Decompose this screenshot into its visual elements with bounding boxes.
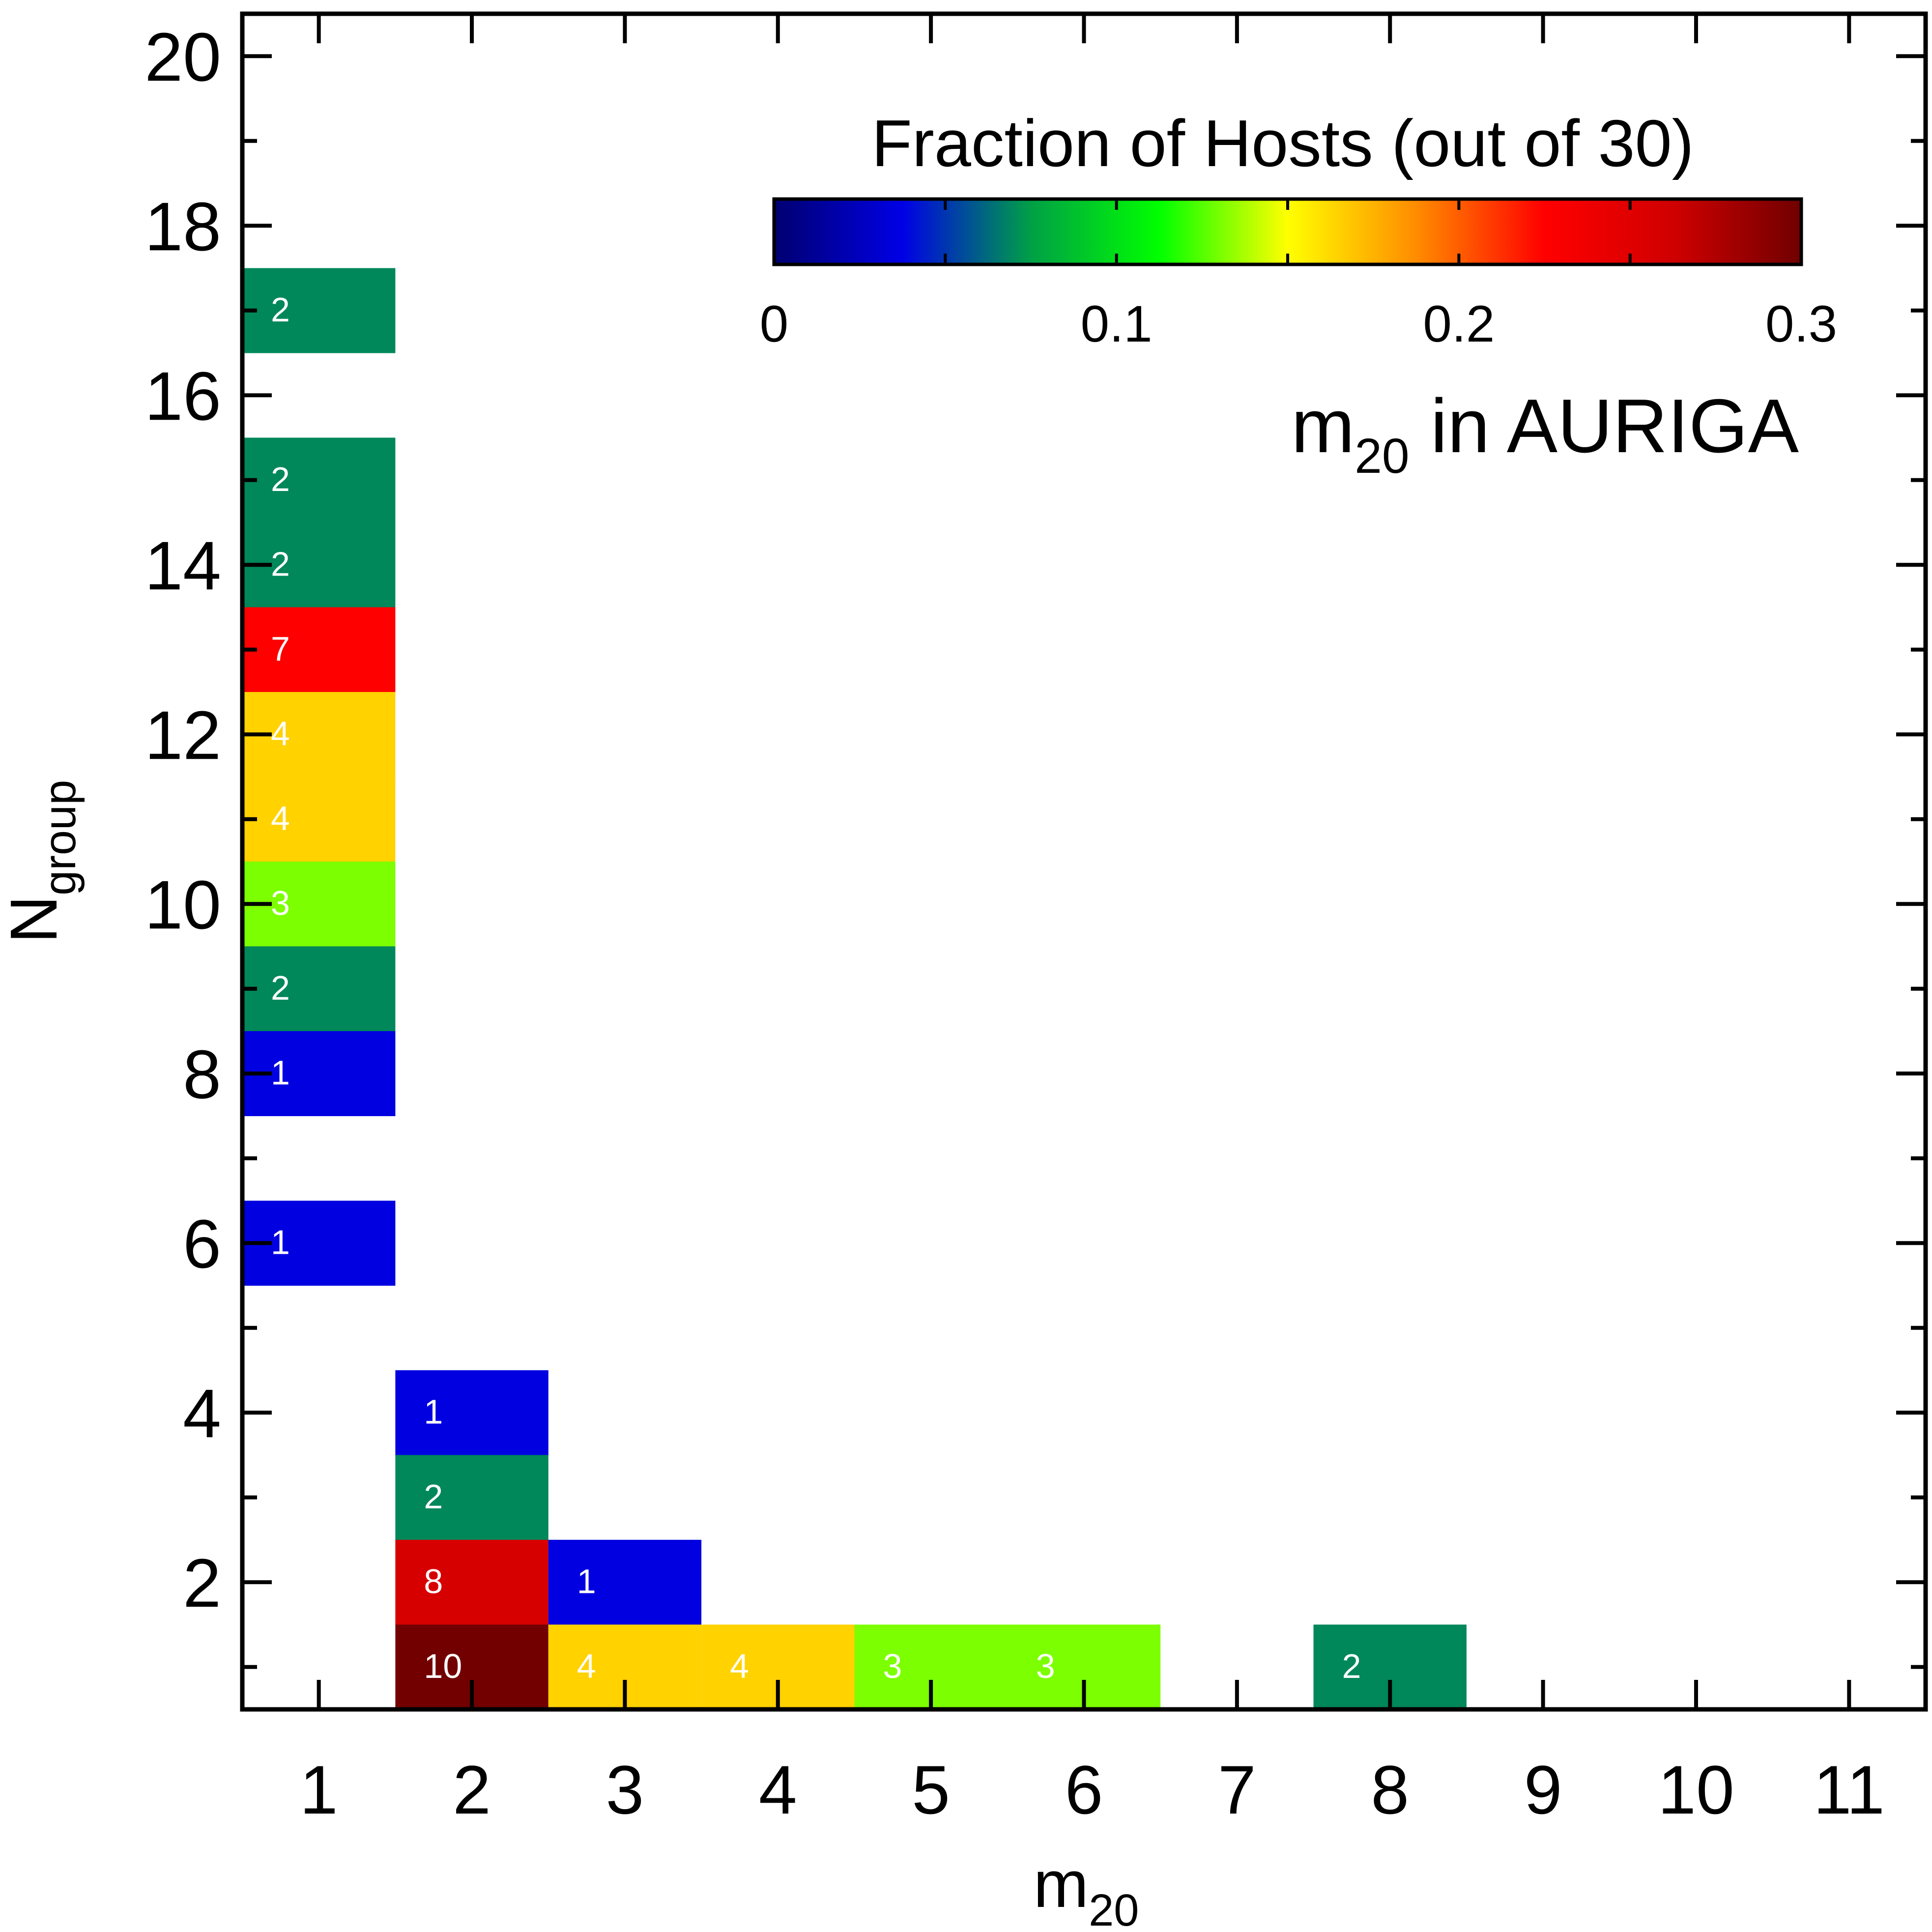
- cell-count-label: 8: [424, 1562, 443, 1600]
- chart-title-rest: in AURIGA: [1410, 383, 1799, 468]
- svg-text:Ngroup: Ngroup: [0, 780, 85, 944]
- cell-count-label: 1: [271, 1223, 290, 1261]
- y-tick-label: 20: [144, 18, 221, 95]
- heatmap-cell: [242, 268, 396, 353]
- heatmap-cell: [395, 1370, 548, 1455]
- cell-count-label: 2: [271, 969, 290, 1007]
- heatmap-cells: 2 2 2 7 4 4 3 2 1 1 1 2 8 10 1 4 4 3 3 2: [242, 268, 1467, 1710]
- x-axis-label: m20: [1034, 1847, 1139, 1932]
- x-tick-label: 3: [606, 1751, 644, 1828]
- cell-count-label: 4: [271, 799, 290, 837]
- colorbar: Fraction of Hosts (out of 30) 0 0.1 0.2 0.3: [760, 106, 1837, 353]
- cell-count-label: 1: [424, 1392, 443, 1431]
- y-tick-label: 18: [144, 188, 221, 265]
- x-tick-label: 2: [453, 1751, 491, 1828]
- cell-count-label: 2: [271, 290, 290, 329]
- x-tick-label: 8: [1371, 1751, 1409, 1828]
- colorbar-tick-label: 0: [760, 295, 788, 353]
- heatmap-cell: [395, 1540, 548, 1625]
- cell-count-label: 2: [1342, 1647, 1361, 1685]
- colorbar-ticks: 0 0.1 0.2 0.3: [760, 199, 1837, 353]
- cell-count-label: 4: [577, 1647, 596, 1685]
- y-axis-label: Ngroup: [0, 780, 85, 944]
- y-tick-label: 10: [144, 866, 221, 943]
- x-tick-label: 4: [759, 1751, 797, 1828]
- cell-count-label: 3: [271, 884, 290, 922]
- colorbar-tick-label: 0.2: [1423, 295, 1495, 353]
- y-tick-label: 6: [183, 1205, 221, 1282]
- x-tick-label: 11: [1814, 1751, 1885, 1828]
- y-tick-label: 16: [144, 357, 221, 434]
- cell-count-label: 3: [1036, 1647, 1055, 1685]
- x-tick-label: 9: [1524, 1751, 1562, 1828]
- x-tick-label: 6: [1065, 1751, 1103, 1828]
- y-tick-label: 14: [144, 527, 221, 604]
- y-tick-label: 4: [183, 1375, 221, 1452]
- cell-count-label: 2: [271, 460, 290, 498]
- svg-text:m20 in AURIGA: m20 in AURIGA: [1291, 383, 1799, 484]
- colorbar-tick-label: 0.3: [1765, 295, 1837, 353]
- x-tick-label: 10: [1658, 1751, 1734, 1828]
- x-axis-label-subscript: 20: [1089, 1885, 1139, 1932]
- colorbar-tick-label: 0.1: [1081, 295, 1153, 353]
- chart-title-base: m: [1291, 383, 1355, 468]
- cell-count-label: 1: [577, 1562, 596, 1600]
- x-tick-label: 1: [300, 1751, 338, 1828]
- cell-count-label: 1: [271, 1053, 290, 1092]
- chart-title-subscript: 20: [1355, 429, 1409, 484]
- svg-text:m20: m20: [1034, 1847, 1139, 1932]
- heatmap-cell: [242, 946, 396, 1032]
- x-tick-label: 7: [1218, 1751, 1256, 1828]
- heatmap-cell: [242, 607, 396, 692]
- colorbar-label: Fraction of Hosts (out of 30): [871, 106, 1694, 180]
- y-tick-label: 8: [183, 1036, 221, 1113]
- heatmap-cell: [242, 437, 396, 523]
- cell-count-label: 2: [271, 545, 290, 583]
- y-axis-label-base: N: [0, 895, 71, 944]
- cell-count-label: 2: [424, 1477, 443, 1516]
- y-tick-label: 2: [183, 1544, 221, 1621]
- y-tick-label: 12: [144, 696, 221, 774]
- x-tick-label: 5: [912, 1751, 950, 1828]
- chart-title: m20 in AURIGA: [1291, 383, 1799, 484]
- heatmap-cell: [395, 1455, 548, 1540]
- cell-count-label: 10: [424, 1647, 462, 1685]
- heatmap-cell: [548, 1540, 702, 1625]
- cell-count-label: 3: [883, 1647, 902, 1685]
- x-axis-label-base: m: [1034, 1847, 1089, 1921]
- cell-count-label: 4: [730, 1647, 749, 1685]
- y-axis-label-subscript: group: [35, 780, 85, 895]
- cell-count-label: 4: [271, 714, 290, 752]
- cell-count-label: 7: [271, 630, 290, 668]
- heatmap-cell: [242, 777, 396, 862]
